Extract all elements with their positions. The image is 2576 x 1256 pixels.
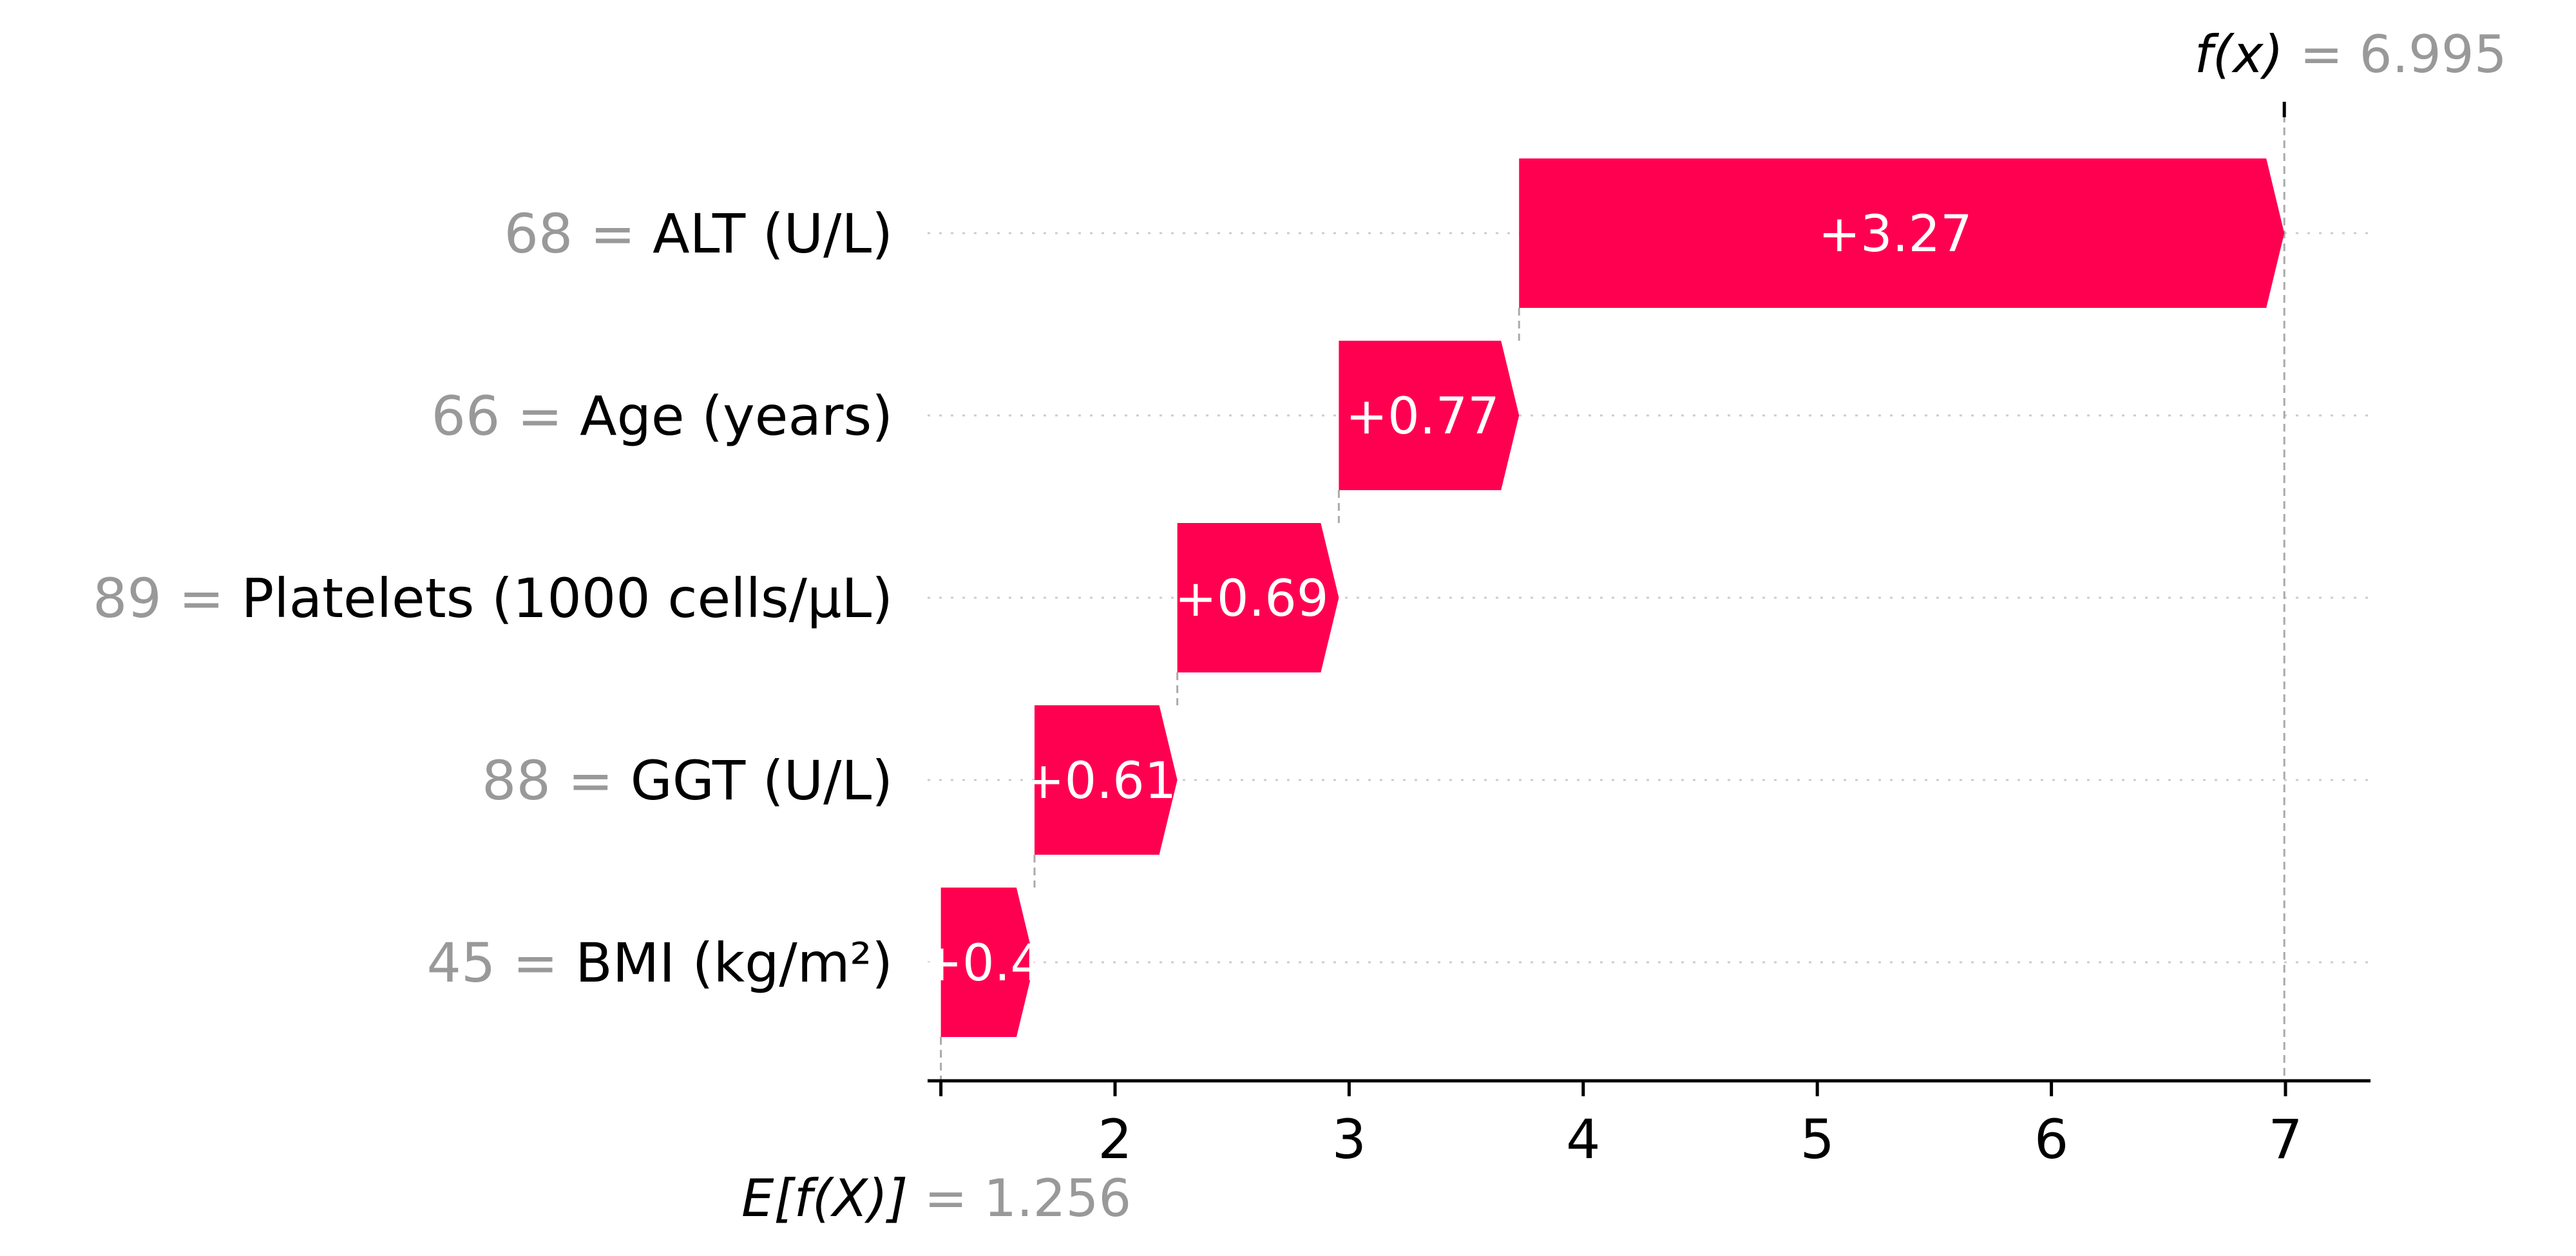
x-tick-label: 5	[1800, 1108, 1834, 1171]
bar-value-label: +0.77	[1346, 388, 1500, 446]
bar-age-years	[1339, 341, 1520, 490]
feature-name: ALT (U/L)	[653, 202, 893, 265]
bar-value-label: +3.27	[1818, 205, 1972, 263]
feature-label: 88 = GGT (U/L)	[482, 749, 893, 812]
feature-value: 66 =	[431, 385, 580, 448]
bar-ggt-u-l	[1034, 705, 1178, 855]
bar-alt-u-l	[1519, 158, 2285, 308]
feature-label: 45 = BMI (kg/m²)	[426, 931, 893, 994]
bar-platelets-1000-cells-l	[1177, 523, 1339, 672]
feature-label: 89 = Platelets (1000 cells/µL)	[93, 567, 893, 630]
feature-value: 45 =	[426, 931, 575, 994]
x-tick-label: 6	[2034, 1108, 2068, 1171]
base-value-name: E[f(X)]	[741, 1168, 908, 1228]
x-tick-label: 2	[1098, 1108, 1132, 1171]
x-tick-label: 4	[1566, 1108, 1600, 1171]
feature-name: GGT (U/L)	[631, 749, 893, 812]
feature-name: BMI (kg/m²)	[575, 931, 893, 994]
bar-value-label: +0.69	[1175, 570, 1329, 628]
feature-value: 89 =	[93, 567, 242, 630]
feature-name: Platelets (1000 cells/µL)	[242, 567, 893, 630]
x-tick-label: 7	[2268, 1108, 2302, 1171]
x-tick-label: 3	[1332, 1108, 1366, 1171]
bar-value-label: +0.4	[921, 935, 1042, 993]
base-value-label: E[f(X)] = 1.256	[741, 1168, 1131, 1228]
bar-bmi-kg-m	[940, 888, 1035, 1037]
bar-value-label: +0.61	[1022, 752, 1176, 810]
base-value-number: = 1.256	[908, 1168, 1131, 1228]
feature-value: 68 =	[504, 202, 653, 265]
feature-name: Age (years)	[580, 385, 893, 448]
feature-label: 68 = ALT (U/L)	[504, 202, 893, 265]
output-value-label: f(x) = 6.995	[2195, 24, 2507, 84]
feature-value: 88 =	[482, 749, 631, 812]
output-value-name: f(x)	[2195, 24, 2284, 84]
feature-label: 66 = Age (years)	[431, 385, 893, 448]
output-value-number: = 6.995	[2284, 24, 2507, 84]
